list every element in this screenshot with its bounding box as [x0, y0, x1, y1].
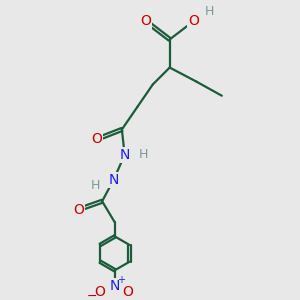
Text: H: H: [90, 179, 100, 192]
Text: O: O: [140, 14, 151, 28]
Text: O: O: [188, 14, 199, 28]
Text: −: −: [87, 290, 98, 300]
Text: H: H: [138, 148, 148, 161]
Text: N: N: [108, 173, 118, 187]
Text: O: O: [122, 285, 133, 299]
Text: +: +: [117, 274, 125, 284]
Text: N: N: [119, 148, 130, 162]
Text: N: N: [110, 279, 120, 293]
Text: O: O: [73, 203, 84, 217]
Text: O: O: [94, 285, 105, 299]
Text: H: H: [204, 5, 214, 18]
Text: O: O: [91, 132, 102, 146]
